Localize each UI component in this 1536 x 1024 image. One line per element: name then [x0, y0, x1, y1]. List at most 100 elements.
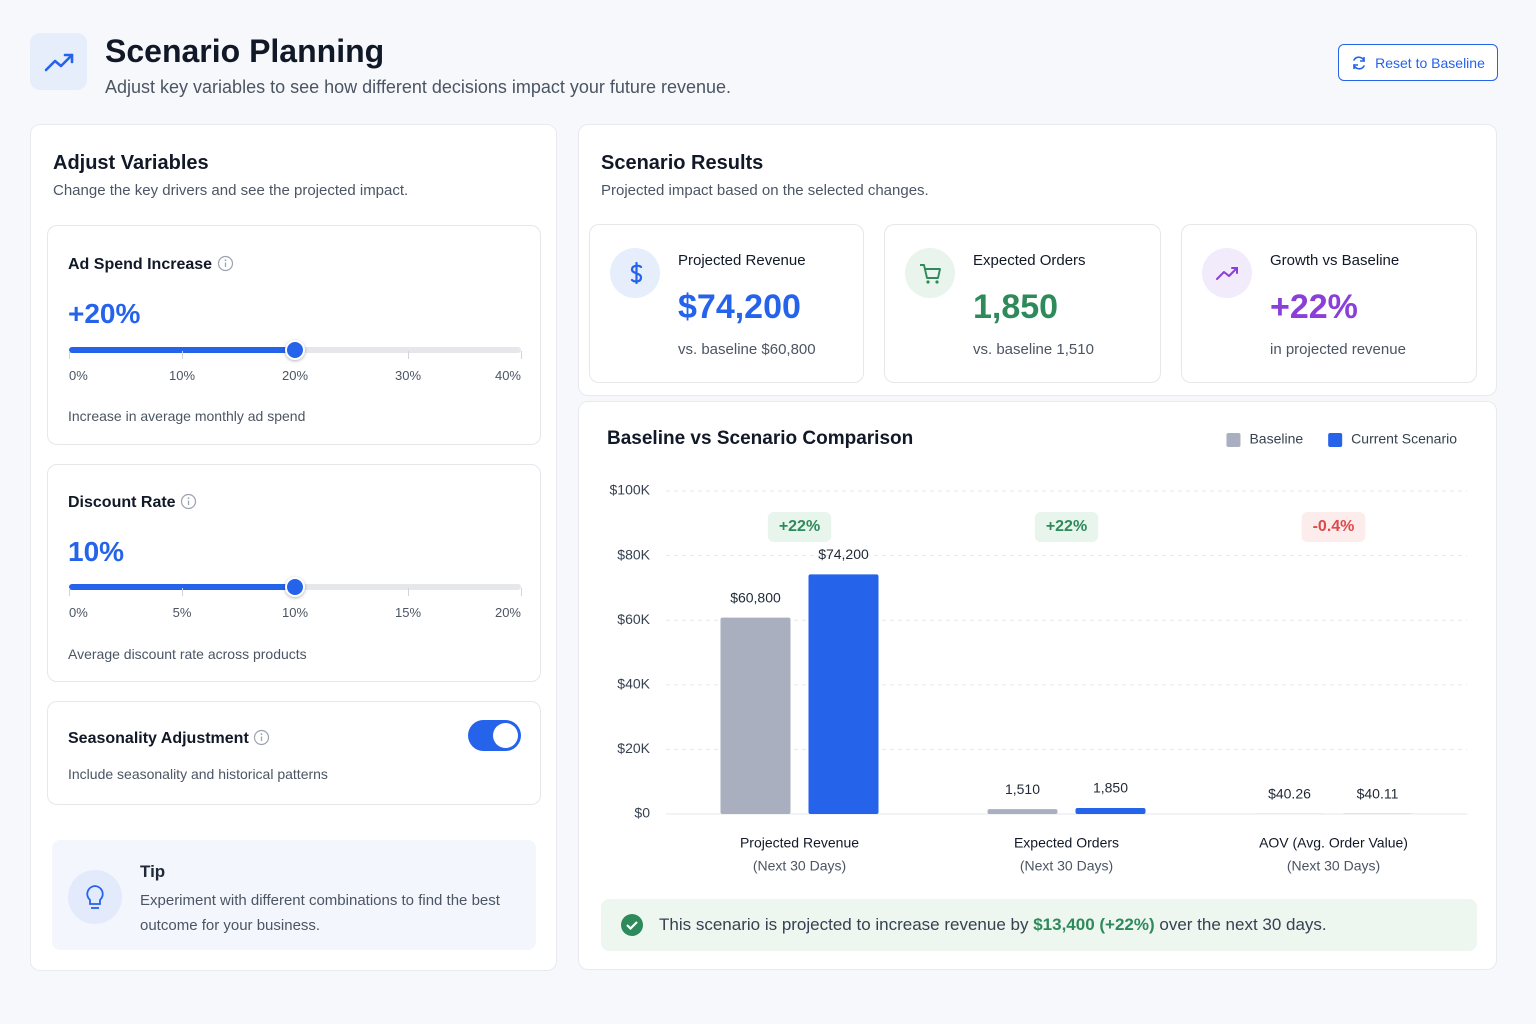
- result-card: Expected Orders 1,850 vs. baseline 1,510: [884, 224, 1161, 383]
- slider-tick: [520, 588, 522, 596]
- toggle-card: Seasonality Adjustment Include seasonali…: [47, 701, 541, 805]
- panel-subtitle: Change the key drivers and see the proje…: [53, 182, 409, 199]
- bar: [987, 809, 1058, 814]
- card-label: Growth vs Baseline: [1270, 252, 1400, 269]
- toggle-knob: [493, 723, 518, 748]
- legend-swatch: [1328, 433, 1343, 447]
- change-label: -0.4%: [1313, 518, 1355, 535]
- slider-card: Ad Spend Increase +20% Increase in avera…: [47, 225, 541, 445]
- legend-label: Baseline: [1249, 431, 1303, 447]
- slider-tick: [407, 351, 409, 359]
- x-tick-label: Projected Revenue: [740, 835, 859, 851]
- check-icon: [621, 914, 643, 936]
- slider-description: Average discount rate across products: [68, 646, 307, 662]
- slider-tick-label: 10%: [281, 605, 309, 620]
- slider-tick: [520, 351, 522, 359]
- slider-card: Discount Rate 10% Average discount rate …: [47, 464, 541, 682]
- slider-tick: [68, 588, 70, 596]
- value-label: $74,200: [818, 546, 869, 562]
- y-tick-label: $80K: [617, 546, 650, 562]
- result-card: Projected Revenue $74,200 vs. baseline $…: [589, 224, 864, 383]
- slider-description: Increase in average monthly ad spend: [68, 408, 306, 424]
- slider-tick-label: 10%: [168, 368, 196, 383]
- tip-title: Tip: [140, 862, 166, 881]
- slider-fill: [69, 584, 295, 590]
- slider-tick: [68, 351, 70, 359]
- toggle-label: Seasonality Adjustment: [68, 729, 270, 748]
- summary-text: This scenario is projected to increase r…: [659, 915, 1034, 934]
- change-pill: [1301, 512, 1366, 542]
- slider-tick: [407, 588, 409, 596]
- summary-highlight: $13,400 (+22%): [1033, 915, 1155, 934]
- slider-tick: [181, 588, 183, 596]
- slider-tick-label: 30%: [394, 368, 422, 383]
- card-icon: [610, 248, 660, 298]
- slider-tick-label: 5%: [172, 605, 192, 620]
- slider-tick-label: 0%: [69, 605, 88, 620]
- card-value: +22%: [1270, 288, 1358, 326]
- trend-icon: [1216, 267, 1238, 280]
- bar: [808, 574, 879, 814]
- card-label: Expected Orders: [973, 252, 1086, 269]
- x-tick-note: (Next 30 Days): [753, 858, 846, 874]
- tip-icon: [68, 870, 122, 924]
- reset-label: Reset to Baseline: [1375, 54, 1485, 71]
- bar: [720, 617, 791, 814]
- value-label: 1,850: [1093, 780, 1128, 796]
- x-tick-label: AOV (Avg. Order Value): [1259, 835, 1408, 851]
- slider-value: 10%: [68, 536, 125, 567]
- panel-title: Scenario Results: [601, 152, 764, 174]
- slider-knob[interactable]: [285, 577, 305, 597]
- value-label: 1,510: [1005, 781, 1040, 797]
- slider-tick-label: 0%: [69, 368, 88, 383]
- slider-fill: [69, 347, 295, 353]
- info-icon: [254, 729, 270, 746]
- card-icon: [1202, 248, 1252, 298]
- card-value: $74,200: [678, 288, 801, 326]
- slider-knob[interactable]: [285, 340, 305, 360]
- legend-label: Current Scenario: [1351, 431, 1457, 447]
- y-tick-label: $60K: [617, 611, 650, 627]
- page-subtitle: Adjust key variables to see how differen…: [105, 77, 732, 97]
- result-card: Growth vs Baseline +22% in projected rev…: [1181, 224, 1477, 383]
- info-icon: [180, 493, 197, 510]
- y-tick-label: $20K: [617, 740, 650, 756]
- chart-title: Baseline vs Scenario Comparison: [607, 428, 913, 449]
- chart: Baseline vs Scenario Comparison $0 $20K $4…: [607, 428, 1467, 874]
- icon: [44, 53, 74, 72]
- card-note: vs. baseline 1,510: [973, 341, 1094, 358]
- value-label: $40.26: [1268, 786, 1311, 802]
- change-pill: [1034, 512, 1099, 542]
- slider-tick-label: 40%: [494, 368, 521, 383]
- page-title: Scenario Planning: [105, 33, 385, 69]
- slider-value: +20%: [68, 298, 141, 329]
- slider-tick-label: 20%: [281, 368, 309, 383]
- header-icon: [30, 33, 87, 90]
- label-text: Discount Rate: [68, 494, 176, 511]
- x-tick-note: (Next 30 Days): [1287, 858, 1380, 874]
- panel-title: Adjust Variables: [53, 152, 209, 174]
- value-label: $60,800: [730, 589, 781, 605]
- slider-tick-label: 15%: [394, 605, 422, 620]
- card-value: 1,850: [973, 288, 1059, 326]
- reset-button[interactable]: Reset to Baseline: [1338, 44, 1498, 81]
- dollar-icon: [630, 261, 643, 285]
- card-icon: [905, 248, 955, 298]
- chart-panel: Baseline vs Scenario Comparison $0 $20K $4…: [578, 401, 1497, 970]
- tip-box: Tip Experiment with different combinatio…: [52, 840, 536, 950]
- y-tick-label: $40K: [617, 676, 650, 692]
- refresh-icon: [1353, 55, 1365, 70]
- tip-text: Experiment with different combinations t…: [140, 892, 500, 934]
- value-label: $40.11: [1357, 786, 1399, 802]
- slider-tick-label: 20%: [494, 605, 521, 620]
- change-label: +22%: [779, 518, 820, 535]
- slider-label: Discount Rate: [68, 493, 197, 512]
- change-pill: [767, 512, 832, 542]
- x-tick-note: (Next 30 Days): [1020, 858, 1113, 874]
- cart-icon: [920, 264, 941, 284]
- change-label: +22%: [1046, 518, 1087, 535]
- card-label: Projected Revenue: [678, 252, 806, 269]
- toggle[interactable]: [468, 720, 521, 751]
- label-text: Seasonality Adjustment: [68, 730, 249, 747]
